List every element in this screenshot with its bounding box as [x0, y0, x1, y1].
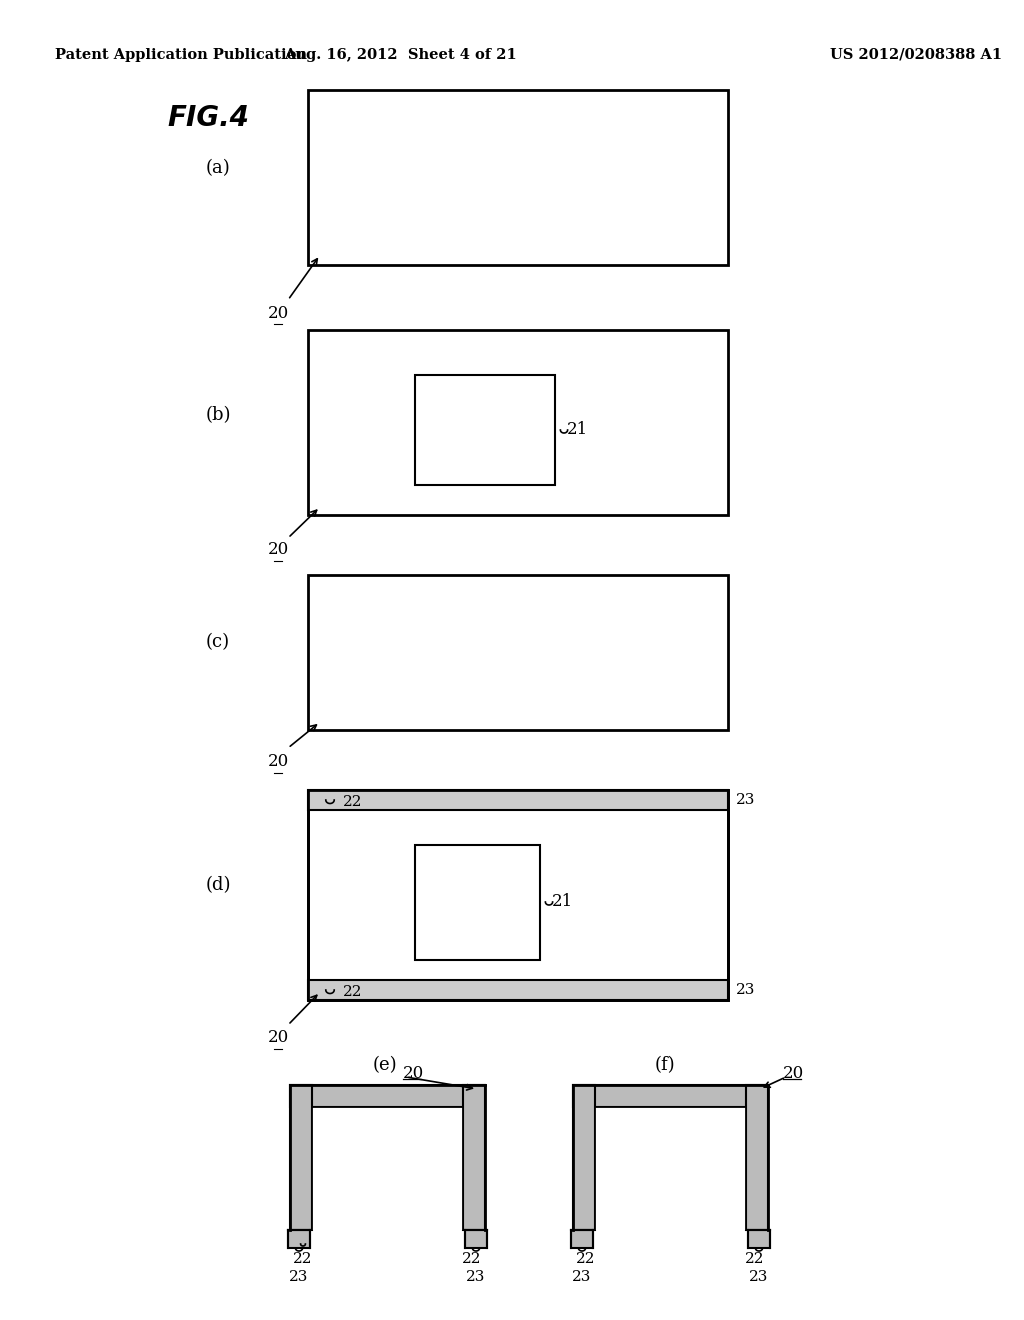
- Bar: [415, 845, 540, 960]
- Text: 23: 23: [736, 983, 756, 997]
- Bar: [573, 1085, 768, 1107]
- Bar: [415, 375, 555, 484]
- Text: 20: 20: [403, 1064, 424, 1081]
- Text: Aug. 16, 2012  Sheet 4 of 21: Aug. 16, 2012 Sheet 4 of 21: [284, 48, 516, 62]
- Bar: [746, 1085, 768, 1230]
- Text: 22: 22: [577, 1251, 596, 1266]
- Bar: [308, 330, 728, 515]
- Bar: [308, 789, 728, 810]
- Text: 20: 20: [783, 1064, 804, 1081]
- Text: (d): (d): [205, 876, 230, 894]
- Bar: [288, 1230, 310, 1247]
- Bar: [312, 1107, 463, 1230]
- Bar: [463, 1085, 485, 1230]
- Text: 20: 20: [267, 1030, 289, 1047]
- Text: 21: 21: [552, 894, 573, 911]
- Bar: [573, 1085, 595, 1230]
- Bar: [308, 979, 728, 1001]
- Text: 22: 22: [343, 795, 362, 809]
- Bar: [748, 1230, 770, 1247]
- Text: (a): (a): [206, 158, 230, 177]
- Text: Patent Application Publication: Patent Application Publication: [55, 48, 307, 62]
- Text: 23: 23: [290, 1270, 308, 1284]
- Text: (e): (e): [373, 1056, 397, 1074]
- Bar: [308, 789, 728, 1001]
- Text: 23: 23: [466, 1270, 485, 1284]
- Text: 22: 22: [293, 1251, 312, 1266]
- Text: 23: 23: [736, 793, 756, 807]
- Text: 20: 20: [267, 305, 289, 322]
- Text: 20: 20: [267, 754, 289, 771]
- Text: (f): (f): [654, 1056, 675, 1074]
- Bar: [308, 90, 728, 265]
- Text: 22: 22: [343, 985, 362, 999]
- Text: 23: 23: [572, 1270, 592, 1284]
- Bar: [290, 1085, 312, 1230]
- Bar: [595, 1107, 746, 1230]
- Text: 22: 22: [462, 1251, 481, 1266]
- Text: 23: 23: [750, 1270, 769, 1284]
- Text: 20: 20: [267, 541, 289, 558]
- Bar: [308, 789, 728, 1001]
- Text: US 2012/0208388 A1: US 2012/0208388 A1: [830, 48, 1002, 62]
- Text: 22: 22: [745, 1251, 765, 1266]
- Text: FIG.4: FIG.4: [167, 104, 249, 132]
- Text: (c): (c): [206, 634, 230, 651]
- Bar: [571, 1230, 593, 1247]
- Bar: [465, 1230, 487, 1247]
- Text: 21: 21: [567, 421, 588, 438]
- Bar: [308, 576, 728, 730]
- Text: (b): (b): [205, 407, 230, 424]
- Bar: [290, 1085, 485, 1107]
